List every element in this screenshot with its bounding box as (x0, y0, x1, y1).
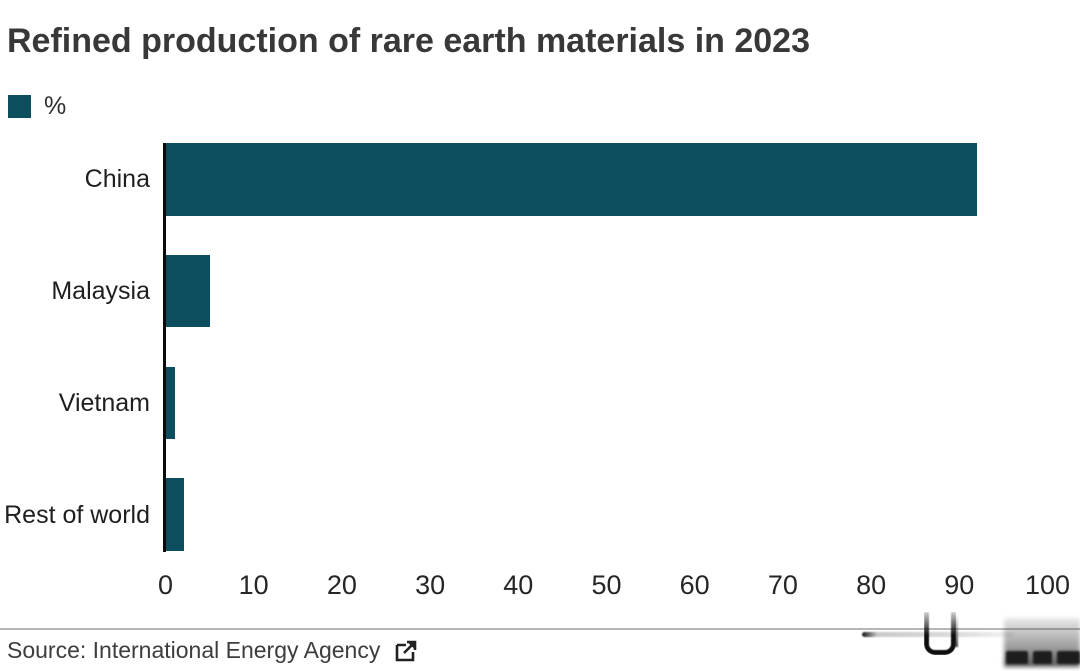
x-tick-label: 40 (503, 570, 534, 600)
x-tick-label: 10 (238, 570, 269, 600)
legend: % (8, 92, 66, 121)
bar-china (166, 143, 978, 216)
category-label: China (84, 165, 150, 194)
x-tick-label: 90 (944, 570, 975, 600)
category-label: Rest of world (4, 500, 150, 529)
bar-vietnam (166, 366, 175, 440)
x-tick-label: 0 (157, 570, 174, 600)
bar-rest-of-world (166, 478, 184, 551)
x-tick-label: 80 (856, 570, 887, 600)
chart-title: Refined production of rare earth materia… (7, 22, 811, 60)
footer-divider (0, 628, 1080, 630)
x-tick-label: 60 (679, 570, 710, 600)
x-tick-label: 100 (1024, 570, 1071, 600)
source-label: Source: International Energy Agency (7, 637, 381, 663)
legend-label: % (44, 92, 67, 120)
x-tick-label: 30 (415, 570, 446, 600)
x-tick-label: 20 (326, 570, 357, 600)
x-tick-label: 50 (591, 570, 622, 600)
category-label: Vietnam (58, 388, 150, 417)
source-row: Source: International Energy Agency (7, 637, 418, 664)
category-label: Malaysia (51, 277, 150, 306)
external-link-icon[interactable] (394, 639, 418, 663)
x-tick-label: 70 (767, 570, 798, 600)
y-axis-line (163, 143, 166, 552)
legend-swatch-icon (8, 95, 31, 118)
bar-malaysia (166, 254, 211, 328)
